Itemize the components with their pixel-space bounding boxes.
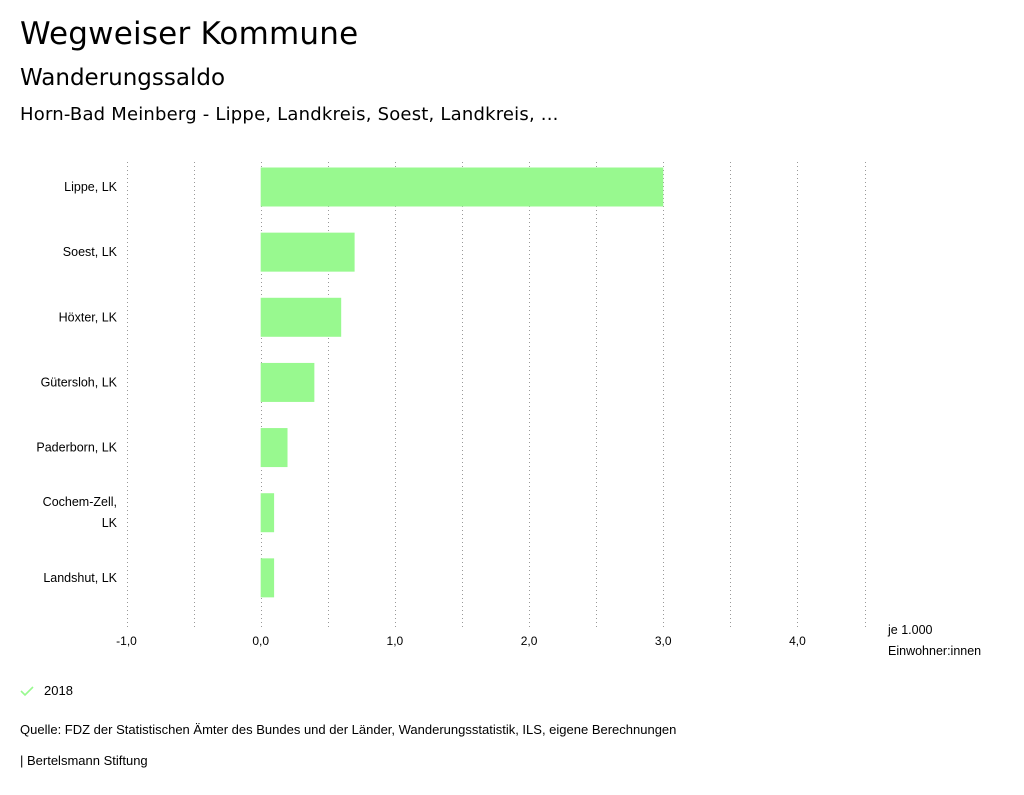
- x-axis-unit-label: je 1.000: [887, 623, 933, 637]
- legend[interactable]: 2018: [20, 683, 73, 698]
- check-icon: [20, 685, 34, 696]
- x-tick-label: 1,0: [387, 634, 404, 648]
- x-axis-unit-label: Einwohner:innen: [888, 644, 981, 658]
- bar: [260, 232, 355, 272]
- bar: [260, 167, 664, 207]
- category-label: Landshut, LK: [43, 571, 117, 585]
- bar: [260, 493, 275, 533]
- category-label: Paderborn, LK: [36, 441, 117, 455]
- bar: [260, 428, 288, 468]
- bar: [260, 558, 275, 598]
- bar: [260, 297, 342, 337]
- x-tick-label: 4,0: [789, 634, 806, 648]
- legend-label-2018: 2018: [44, 683, 73, 698]
- category-label: Soest, LK: [63, 245, 118, 259]
- x-tick-label: 3,0: [655, 634, 672, 648]
- x-tick-label: 0,0: [252, 634, 269, 648]
- category-label: Gütersloh, LK: [41, 375, 118, 389]
- category-label: Lippe, LK: [64, 180, 117, 194]
- credit-note[interactable]: | Bertelsmann Stiftung: [20, 753, 148, 768]
- x-tick-label: 2,0: [521, 634, 538, 648]
- page-title: Wegweiser Kommune: [20, 16, 359, 52]
- bar-chart: -1,0 0,0 1,0 2,0 3,0 4,0 je 1.000 Einwohner:inn…: [36, 162, 981, 658]
- x-tick-label: -1,0: [116, 634, 137, 648]
- category-label: Höxter, LK: [59, 310, 118, 324]
- region-selection: Horn-Bad Meinberg - Lippe, Landkreis, So…: [20, 104, 559, 125]
- category-label: Cochem-Zell,: [43, 495, 117, 509]
- bar: [260, 362, 315, 402]
- chart-subtitle: Wanderungssaldo: [20, 65, 226, 91]
- source-note: Quelle: FDZ der Statistischen Ämter des …: [20, 722, 677, 737]
- category-label: LK: [102, 516, 118, 530]
